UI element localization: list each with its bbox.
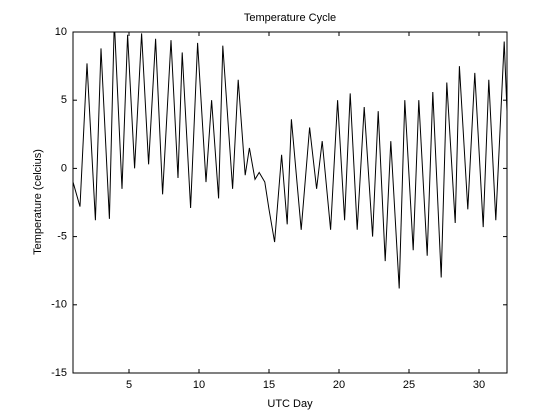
- chart-title: Temperature Cycle: [244, 12, 336, 24]
- y-tick-label: -10: [51, 299, 67, 311]
- data-line: [73, 32, 507, 289]
- plot-area: [72, 31, 508, 374]
- x-axis-label: UTC Day: [267, 398, 313, 410]
- x-tick-label: 15: [263, 379, 275, 391]
- y-tick-label: -5: [57, 231, 67, 243]
- x-tick-label: 20: [333, 379, 345, 391]
- y-tick-label: 0: [61, 162, 67, 174]
- x-tick-label: 25: [403, 379, 415, 391]
- y-tick-label: 10: [55, 26, 67, 38]
- y-axis-label: Temperature (celcius): [32, 149, 44, 255]
- x-tick-label: 30: [473, 379, 485, 391]
- x-tick-label: 5: [126, 379, 132, 391]
- y-tick-label: 5: [61, 94, 67, 106]
- y-tick-label: -15: [51, 367, 67, 379]
- x-tick-label: 10: [193, 379, 205, 391]
